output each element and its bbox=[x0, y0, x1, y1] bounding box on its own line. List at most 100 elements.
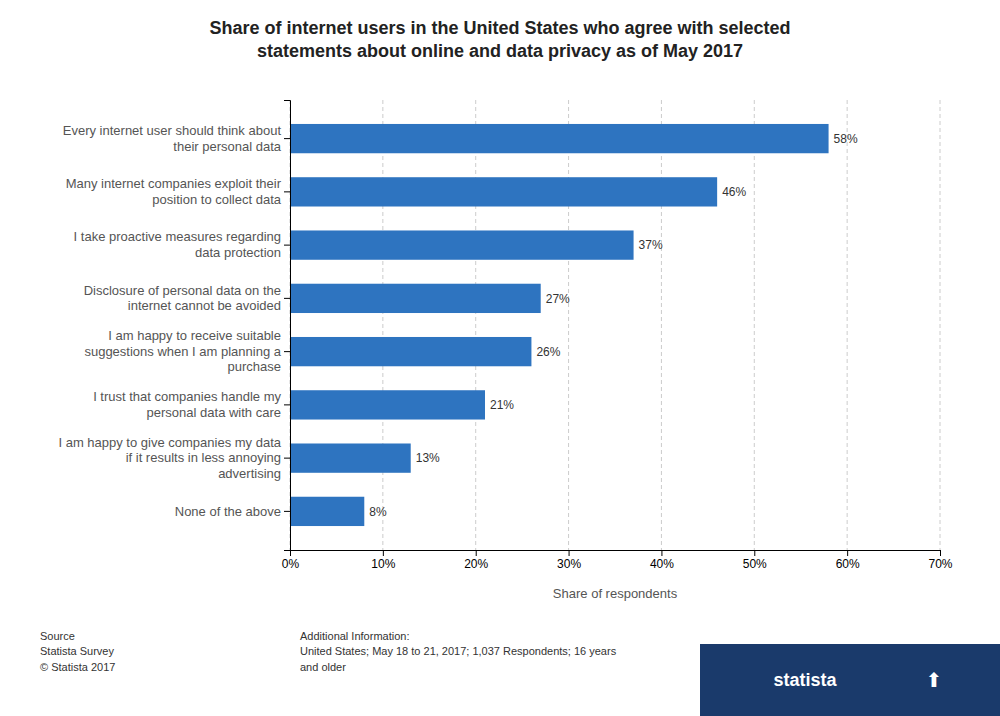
title: Share of internet users in the United St… bbox=[209, 18, 790, 61]
category-label: I trust that companies handle mypersonal… bbox=[93, 389, 281, 420]
y-axis-line bbox=[284, 101, 291, 551]
x-tick: 40% bbox=[650, 550, 674, 571]
text-line: advertising bbox=[218, 466, 281, 481]
data-label: 13% bbox=[416, 451, 440, 465]
y-tick-mark bbox=[284, 298, 290, 299]
logo-text: statista bbox=[773, 670, 837, 690]
bar bbox=[290, 177, 717, 206]
x-tick-mark bbox=[383, 550, 384, 556]
text-line: suggestions when I am planning a bbox=[84, 344, 281, 359]
logo-banner bbox=[700, 644, 1000, 716]
text-line: I am happy to give companies my data bbox=[58, 435, 281, 450]
x-tick-mark bbox=[754, 550, 755, 556]
logo-icon: ⬆ bbox=[926, 669, 943, 691]
category-label: I take proactive measures regardingdata … bbox=[74, 229, 281, 260]
text-line: and older bbox=[300, 661, 346, 673]
y-tick: None of the above bbox=[175, 504, 290, 519]
y-tick-mark bbox=[284, 191, 290, 192]
y-tick-mark bbox=[284, 458, 290, 459]
bar bbox=[290, 497, 364, 526]
data-labels: 58% 46% 37% 27% 26% 21% 13% 8% bbox=[369, 132, 858, 519]
grid-line bbox=[661, 100, 662, 550]
x-tick: 20% bbox=[464, 550, 488, 571]
x-tick-label: 40% bbox=[650, 557, 674, 571]
text-line: statements about online and data privacy… bbox=[257, 41, 743, 61]
text-line: Share of internet users in the United St… bbox=[209, 18, 790, 38]
text-line: Disclosure of personal data on the bbox=[84, 283, 281, 298]
bar bbox=[290, 230, 634, 259]
text-line: if it results in less annoying bbox=[126, 450, 281, 465]
grid-line bbox=[568, 100, 569, 550]
y-tick-mark bbox=[284, 404, 290, 405]
y-tick: Many internet companies exploit theirpos… bbox=[66, 176, 290, 207]
text-line: I am happy to receive suitable bbox=[108, 328, 281, 343]
grid-line bbox=[475, 100, 476, 550]
text-line: purchase bbox=[228, 359, 281, 374]
category-label: Many internet companies exploit theirpos… bbox=[66, 176, 282, 207]
x-tick-label: 60% bbox=[836, 557, 860, 571]
text-line: their personal data bbox=[173, 139, 281, 154]
category-label: I am happy to give companies my dataif i… bbox=[58, 435, 281, 481]
x-axis: 0% 10% 20% 30% 40% 50% 60% 70% bbox=[282, 550, 953, 571]
y-tick: I am happy to receive suitablesuggestion… bbox=[84, 328, 290, 374]
x-tick-label: 0% bbox=[282, 557, 300, 571]
y-tick: I trust that companies handle mypersonal… bbox=[93, 389, 290, 420]
category-label: Disclosure of personal data on theintern… bbox=[84, 283, 281, 314]
bar bbox=[290, 284, 541, 313]
text-line: © Statista 2017 bbox=[40, 661, 115, 673]
grid-line bbox=[940, 100, 941, 550]
grid-line bbox=[847, 100, 848, 550]
data-label: 21% bbox=[490, 398, 514, 412]
x-tick: 70% bbox=[928, 550, 952, 571]
x-tick-label: 50% bbox=[743, 557, 767, 571]
x-axis-line bbox=[291, 551, 941, 557]
y-axis: Every internet user should think aboutth… bbox=[58, 101, 290, 551]
data-label: 27% bbox=[546, 292, 570, 306]
text-line: United States; May 18 to 21, 2017; 1,037… bbox=[300, 645, 617, 657]
category-label: Every internet user should think aboutth… bbox=[63, 123, 282, 154]
y-tick-mark bbox=[284, 245, 290, 246]
text-line: I trust that companies handle my bbox=[93, 389, 281, 404]
x-tick: 10% bbox=[371, 550, 395, 571]
x-tick-label: 30% bbox=[557, 557, 581, 571]
text-line: I take proactive measures regarding bbox=[74, 229, 281, 244]
y-tick: Disclosure of personal data on theintern… bbox=[84, 283, 290, 314]
x-tick: 0% bbox=[282, 550, 300, 571]
text-line: data protection bbox=[195, 245, 281, 260]
data-label: 46% bbox=[722, 185, 746, 199]
x-tick-label: 20% bbox=[464, 557, 488, 571]
grid bbox=[290, 100, 940, 550]
y-tick-mark bbox=[284, 511, 290, 512]
y-tick-mark bbox=[284, 138, 290, 139]
text-line: Source bbox=[40, 630, 75, 642]
x-tick-mark bbox=[847, 550, 848, 556]
data-label: 58% bbox=[834, 132, 858, 146]
x-tick-label: 70% bbox=[928, 557, 952, 571]
x-axis-title: Share of respondents bbox=[553, 586, 678, 601]
bar bbox=[290, 337, 531, 366]
category-label: None of the above bbox=[175, 504, 281, 519]
grid-line bbox=[382, 100, 383, 550]
x-tick-mark bbox=[661, 550, 662, 556]
y-tick: I am happy to give companies my dataif i… bbox=[58, 435, 290, 481]
x-tick-mark bbox=[940, 550, 941, 556]
bar bbox=[290, 443, 411, 472]
data-label: 8% bbox=[369, 505, 387, 519]
bar bbox=[290, 124, 829, 153]
data-label: 37% bbox=[639, 238, 663, 252]
text-line: Every internet user should think about bbox=[63, 123, 282, 138]
x-tick: 30% bbox=[557, 550, 581, 571]
info-note: Additional Information:United States; Ma… bbox=[300, 630, 617, 673]
text-line: Many internet companies exploit their bbox=[66, 176, 282, 191]
chart-svg: Share of internet users in the United St… bbox=[0, 0, 1000, 716]
grid-line bbox=[754, 100, 755, 550]
plot-area: 58% 46% 37% 27% 26% 21% 13% 8% 0% 10% 20% 30% 40% 50%… bbox=[58, 100, 952, 571]
y-tick: I take proactive measures regardingdata … bbox=[74, 229, 290, 260]
text-line: None of the above bbox=[175, 504, 281, 519]
text-line: position to collect data bbox=[152, 192, 281, 207]
x-tick: 50% bbox=[743, 550, 767, 571]
source-note: SourceStatista Survey© Statista 2017 bbox=[40, 630, 115, 673]
y-tick-mark bbox=[284, 351, 290, 352]
bars bbox=[290, 124, 829, 526]
data-label: 26% bbox=[536, 345, 560, 359]
